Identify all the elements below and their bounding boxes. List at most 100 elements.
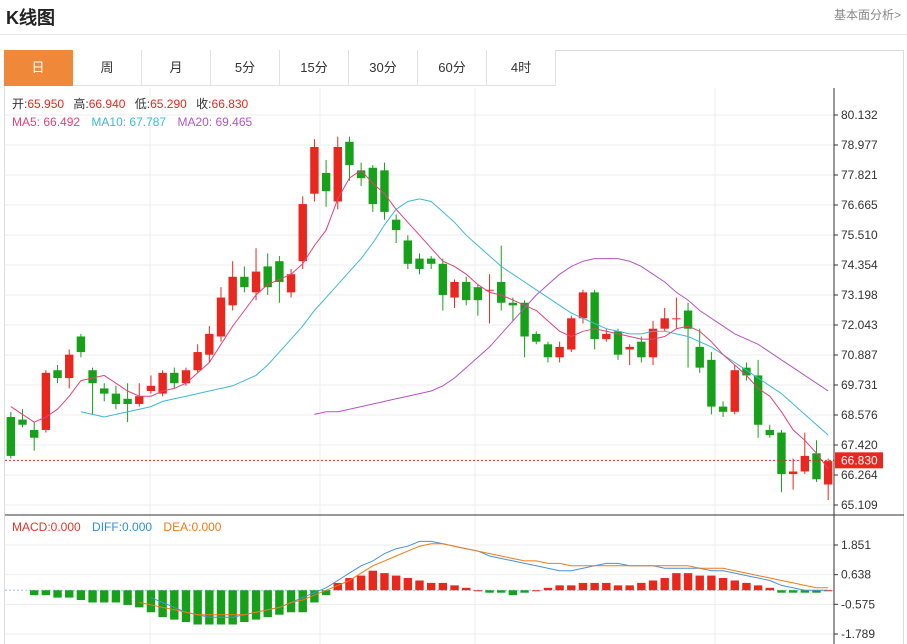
macd-bar-positive — [578, 582, 588, 591]
candle-up — [648, 328, 658, 358]
macd-tick-label: -1.789 — [841, 627, 875, 641]
candle-down — [753, 375, 763, 425]
candle-up — [602, 333, 611, 340]
candle-down — [415, 258, 424, 269]
tab-day[interactable]: 日 — [4, 50, 73, 86]
candle-down — [426, 258, 436, 264]
tab-month[interactable]: 月 — [142, 50, 211, 86]
candle-up — [672, 318, 681, 320]
candle-down — [497, 281, 506, 303]
macd-bar-positive — [368, 570, 377, 591]
ma5-line — [10, 169, 829, 470]
ma20-line — [314, 258, 829, 415]
price-tick-label: 65.109 — [841, 498, 878, 512]
candle-down — [812, 453, 821, 480]
last-price-label: 66.830 — [841, 453, 878, 467]
candle-down — [111, 393, 121, 404]
open-value: 65.950 — [27, 97, 64, 111]
candle-down — [6, 416, 16, 456]
macd-bar-positive — [462, 587, 471, 591]
candle-up — [228, 276, 237, 306]
low-value: 65.290 — [150, 97, 187, 111]
candle-down — [590, 292, 599, 340]
macd-bar-positive — [625, 585, 634, 591]
candle-up — [450, 281, 459, 298]
header-divider — [0, 34, 907, 35]
macd-bar-negative — [286, 590, 296, 613]
macd-bar-positive — [543, 587, 553, 591]
tab-60min[interactable]: 60分 — [418, 50, 487, 86]
macd-bar-positive — [718, 578, 728, 591]
macd-bar-negative — [240, 590, 249, 623]
candle-down — [88, 370, 97, 384]
macd-bar-negative — [812, 590, 821, 593]
tab-30min[interactable]: 30分 — [349, 50, 418, 86]
candle-up — [333, 146, 342, 202]
macd-bar-positive — [765, 587, 774, 591]
macd-bar-positive — [695, 575, 704, 591]
macd-value: 0.000 — [51, 520, 81, 534]
candle-down — [263, 266, 272, 288]
candle-up — [567, 318, 576, 350]
macd-bar-negative — [263, 590, 272, 618]
close-value: 66.830 — [212, 97, 249, 111]
candle-down — [391, 219, 401, 231]
macd-bar-positive — [707, 575, 716, 591]
macd-bar-positive — [356, 575, 366, 591]
price-tick-label: 67.420 — [841, 438, 878, 452]
tab-5min[interactable]: 5分 — [211, 50, 280, 86]
macd-bar-negative — [53, 590, 62, 598]
candle-down — [76, 336, 86, 353]
high-label: 高: — [73, 96, 88, 111]
ma10-label: MA10: — [91, 115, 129, 129]
macd-bar-positive — [333, 582, 342, 591]
price-tick-label: 68.576 — [841, 408, 878, 422]
tab-15min[interactable]: 15分 — [280, 50, 349, 86]
candle-up — [251, 271, 261, 293]
macd-bar-negative — [88, 590, 97, 603]
candle-down — [543, 344, 553, 358]
macd-bar-negative — [41, 590, 51, 596]
macd-bar-negative — [111, 590, 121, 603]
candle-down — [345, 141, 354, 166]
candle-up — [310, 146, 319, 194]
ma10-line — [80, 198, 829, 436]
macd-bar-negative — [65, 590, 74, 598]
tab-week[interactable]: 周 — [73, 50, 142, 86]
open-label: 开: — [12, 97, 27, 111]
candle-down — [380, 170, 389, 212]
macd-bar-negative — [100, 590, 109, 603]
candle-up — [485, 289, 494, 291]
ohlc-info: 开:65.950 高:66.940 低:65.290 收:66.830 — [12, 96, 249, 111]
price-tick-label: 69.731 — [841, 378, 878, 392]
ma10-value: 67.787 — [129, 115, 166, 129]
macd-bar-positive — [567, 585, 576, 591]
ma-info: MA5: 66.492 MA10: 67.787 MA20: 69.465 — [12, 115, 252, 129]
macd-bar-positive — [426, 582, 436, 591]
candle-down — [532, 333, 541, 342]
price-tick-label: 72.043 — [841, 318, 878, 332]
tab-4hour[interactable]: 4时 — [487, 50, 556, 86]
macd-bar-negative — [788, 590, 798, 593]
fundamental-analysis-link[interactable]: 基本面分析> — [833, 8, 901, 22]
macd-bar-positive — [613, 585, 623, 591]
candle-down — [508, 302, 518, 306]
candle-down — [368, 167, 377, 205]
candle-up — [65, 354, 74, 379]
macd-bar-negative — [800, 590, 810, 593]
macd-bar-positive — [403, 578, 413, 591]
macd-bar-negative — [298, 590, 307, 613]
candle-up — [578, 292, 588, 319]
macd-bar-positive — [473, 590, 483, 592]
candle-down — [18, 419, 27, 425]
macd-bar-negative — [181, 590, 191, 623]
macd-bar-positive — [415, 580, 424, 591]
ma5-label: MA5: — [12, 115, 43, 129]
candle-up — [555, 346, 564, 358]
candle-up — [625, 346, 634, 350]
macd-bar-negative — [216, 590, 226, 625]
candle-up — [730, 370, 739, 412]
macd-bar-positive — [672, 573, 681, 591]
macd-bar-negative — [193, 590, 202, 625]
